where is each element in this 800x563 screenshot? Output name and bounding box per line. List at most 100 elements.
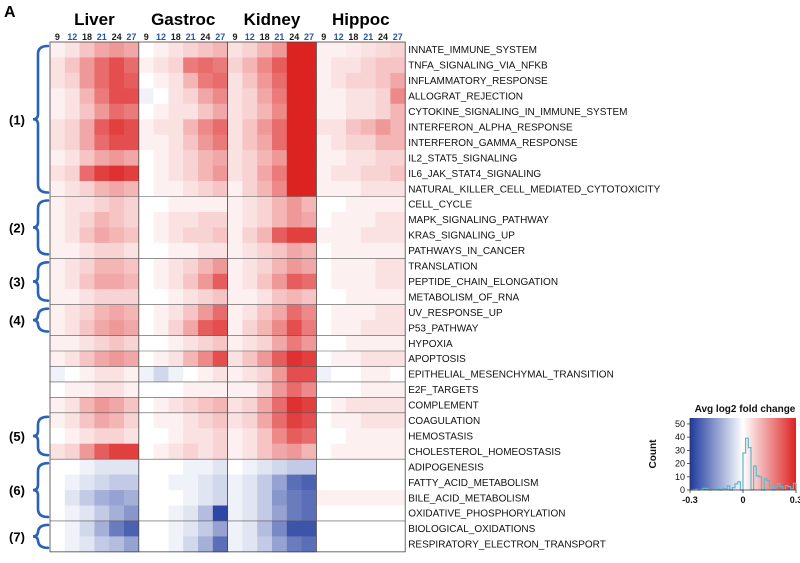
heatmap-cell xyxy=(257,258,273,275)
heatmap-cell xyxy=(109,242,125,259)
timepoint-label: 18 xyxy=(348,32,358,42)
heatmap-cell xyxy=(198,103,214,120)
timepoint-label: 9 xyxy=(144,32,149,42)
heatmap-cell xyxy=(375,536,391,553)
heatmap-cell xyxy=(124,88,140,105)
heatmap-cell xyxy=(301,134,317,151)
heatmap-cell xyxy=(346,103,362,120)
heatmap-cell xyxy=(257,381,273,398)
heatmap-cell xyxy=(227,289,243,306)
heatmap-cell xyxy=(227,428,243,445)
heatmap-cell xyxy=(331,258,347,275)
heatmap-cell xyxy=(390,273,406,290)
heatmap-cell xyxy=(390,428,406,445)
heatmap-cell xyxy=(316,351,332,367)
heatmap-cell xyxy=(316,536,332,553)
heatmap-cell xyxy=(79,57,95,74)
heatmap-cell xyxy=(227,103,243,120)
heatmap-cell xyxy=(212,381,228,398)
heatmap-cell xyxy=(316,520,332,537)
heatmap-cell xyxy=(286,459,302,475)
heatmap-cell xyxy=(257,227,273,244)
heatmap-cell xyxy=(272,42,288,58)
heatmap-cell xyxy=(272,103,288,120)
heatmap-cell xyxy=(360,42,376,58)
heatmap-cell xyxy=(168,412,184,429)
heatmap-cell xyxy=(331,505,347,522)
heatmap-cell xyxy=(227,181,243,197)
heatmap-cell xyxy=(286,397,302,414)
heatmap-cell xyxy=(286,428,302,445)
heatmap-cell xyxy=(109,366,125,383)
heatmap-cell xyxy=(212,443,228,460)
heatmap-cell xyxy=(198,42,214,58)
heatmap-cell xyxy=(272,289,288,306)
timepoint-label: 18 xyxy=(82,32,92,42)
heatmap-cell xyxy=(257,72,273,89)
heatmap-cell xyxy=(301,289,317,306)
heatmap-cell xyxy=(272,443,288,460)
heatmap-cell xyxy=(316,165,332,182)
heatmap-cell xyxy=(138,57,154,74)
heatmap-cell xyxy=(109,134,125,151)
heatmap-cell xyxy=(390,258,406,275)
heatmap-cell xyxy=(227,57,243,74)
heatmap-cell xyxy=(360,150,376,166)
heatmap-cell xyxy=(50,42,66,58)
heatmap-cell xyxy=(138,289,154,306)
row-label: ALLOGRAT_REJECTION xyxy=(408,92,523,103)
heatmap-cell xyxy=(153,289,169,306)
heatmap-cell xyxy=(227,242,243,259)
heatmap-cell xyxy=(301,165,317,182)
row-label: BILE_ACID_METABOLISM xyxy=(408,493,530,504)
heatmap-cell xyxy=(272,459,288,475)
heatmap-cell xyxy=(390,505,406,522)
heatmap-cell xyxy=(109,103,125,120)
heatmap-cell xyxy=(360,366,376,383)
heatmap-cell xyxy=(272,428,288,445)
heatmap-cell xyxy=(375,150,391,166)
heatmap-cell xyxy=(168,181,184,197)
heatmap-cell xyxy=(316,103,332,120)
timepoint-label: 12 xyxy=(334,32,344,42)
heatmap-cell xyxy=(272,57,288,74)
heatmap-cell xyxy=(375,181,391,197)
heatmap-cell xyxy=(168,258,184,275)
timepoint-label: 27 xyxy=(215,32,225,42)
row-label: CYTOKINE_SIGNALING_IN_IMMUNE_SYSTEM xyxy=(408,107,627,118)
heatmap-cell xyxy=(198,536,214,553)
row-label: MAPK_SIGNALING_PATHWAY xyxy=(408,215,549,226)
heatmap-cell xyxy=(153,320,169,336)
heatmap-cell xyxy=(138,320,154,336)
heatmap-cell xyxy=(286,57,302,74)
heatmap-cell xyxy=(198,351,214,367)
heatmap-cell xyxy=(242,474,258,491)
heatmap-cell xyxy=(168,474,184,491)
heatmap-cell xyxy=(64,412,80,429)
heatmap-cell xyxy=(242,397,258,414)
heatmap-cell xyxy=(331,304,347,321)
row-label: HEMOSTASIS xyxy=(408,431,473,442)
heatmap-cell xyxy=(79,42,95,58)
heatmap-cell xyxy=(198,134,214,151)
heatmap-cell xyxy=(301,459,317,475)
heatmap-cell xyxy=(94,242,110,259)
heatmap-cell xyxy=(286,227,302,244)
heatmap-cell xyxy=(168,150,184,166)
heatmap-cell xyxy=(346,520,362,537)
heatmap-cell xyxy=(212,304,228,321)
heatmap-cell xyxy=(124,72,140,89)
heatmap-cell xyxy=(242,289,258,306)
heatmap-cell xyxy=(183,211,199,228)
heatmap-cell xyxy=(153,459,169,475)
heatmap-cell xyxy=(375,42,391,58)
heatmap-cell xyxy=(138,335,154,352)
heatmap-cell xyxy=(94,72,110,89)
heatmap-cell xyxy=(198,397,214,414)
heatmap-cell xyxy=(242,490,258,506)
heatmap-cell xyxy=(168,381,184,398)
heatmap-cell xyxy=(168,459,184,475)
heatmap-cell xyxy=(212,227,228,244)
heatmap-cell xyxy=(64,474,80,491)
heatmap-cell xyxy=(138,211,154,228)
